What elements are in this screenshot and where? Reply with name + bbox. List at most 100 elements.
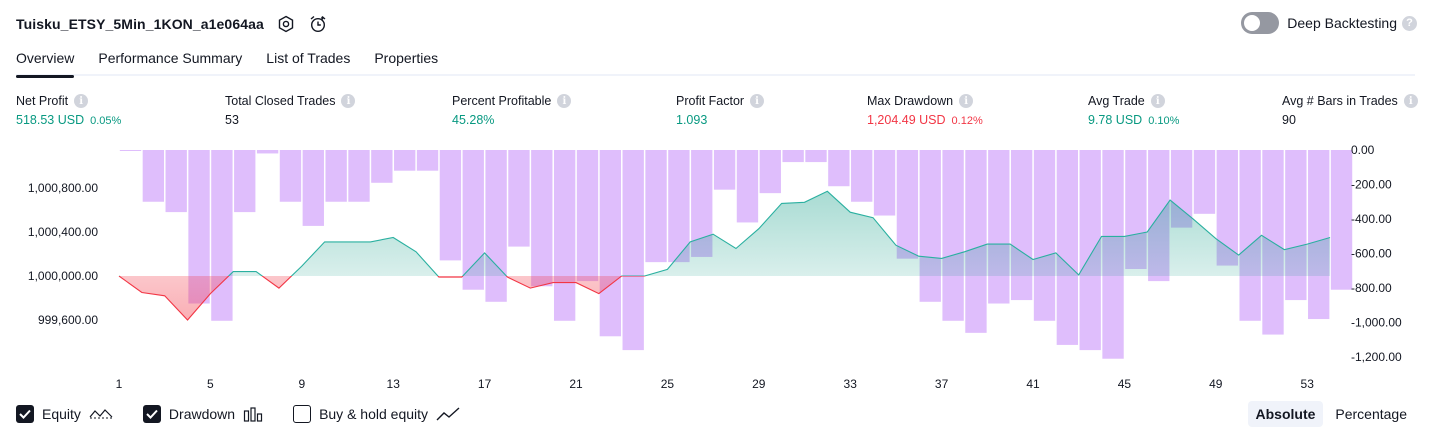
tab-performance-summary[interactable]: Performance Summary (98, 50, 243, 66)
drawdown-bar (828, 150, 850, 187)
mode-percentage-button[interactable]: Percentage (1335, 406, 1407, 422)
chart-legend: Equity Drawdown Buy & hold equity (16, 402, 490, 426)
drawdown-bar (394, 150, 416, 171)
drawdown-bar (234, 150, 256, 213)
drawdown-bar (919, 150, 941, 302)
metric-value: 1,204.49 USD (867, 113, 946, 127)
info-icon[interactable]: i (959, 94, 974, 108)
x-tick-label: 1 (116, 377, 123, 391)
tab-properties[interactable]: Properties (374, 50, 439, 66)
tab-list-of-trades[interactable]: List of Trades (266, 50, 351, 66)
drawdown-bar (645, 150, 667, 263)
info-icon[interactable]: i (1150, 94, 1165, 108)
x-tick-label: 45 (1118, 377, 1132, 391)
drawdown-tick-label: -1,000.00 (1351, 316, 1402, 330)
legend-equity-label: Equity (42, 406, 81, 422)
x-tick-label: 53 (1301, 377, 1315, 391)
metric-avg-bars: Avg # Bars in Trades i 90 (1282, 94, 1418, 127)
legend-buy-hold[interactable]: Buy & hold equity (293, 405, 460, 423)
metric-percent: 0.05% (90, 115, 122, 127)
equity-area (119, 191, 1331, 320)
metric-value: 1.093 (676, 113, 708, 127)
tab-overview[interactable]: Overview (16, 46, 75, 78)
metric-value: 53 (225, 113, 239, 127)
x-tick-label: 37 (935, 377, 949, 391)
buy-hold-checkbox[interactable] (293, 405, 312, 423)
drawdown-bar (142, 150, 165, 202)
equity-drawdown-chart[interactable]: 999,600.00 1,000,000.00 1,000,400.00 1,000,… (0, 140, 1431, 400)
info-icon[interactable]: i (1403, 94, 1418, 108)
drawdown-tick-label: -600.00 (1351, 247, 1392, 261)
metric-label: Avg Trade (1088, 94, 1145, 108)
drawdown-bar (988, 150, 1010, 304)
x-tick-label: 33 (844, 377, 858, 391)
equity-tick-label: 1,000,000.00 (28, 269, 98, 283)
drawdown-bar (1308, 150, 1330, 320)
drawdown-bar (165, 150, 187, 213)
mode-absolute-button[interactable]: Absolute (1247, 401, 1324, 427)
report-tabs: Overview Performance Summary List of Tra… (16, 46, 1415, 78)
metric-label: Net Profit (16, 94, 69, 108)
drawdown-bar (1216, 150, 1238, 266)
equity-tick-label: 1,000,800.00 (28, 181, 98, 195)
legend-buy-hold-label: Buy & hold equity (319, 406, 429, 422)
drawdown-bar (599, 150, 622, 337)
metric-total-closed-trades: Total Closed Trades i 53 (225, 94, 356, 127)
x-tick-label: 25 (661, 377, 675, 391)
display-mode-switch: Absolute Percentage (1244, 401, 1416, 427)
equity-checkbox[interactable] (16, 405, 34, 423)
x-axis: 1 5 9 13 17 21 25 29 33 37 41 45 49 53 (116, 377, 1315, 391)
settings-gear-icon[interactable] (276, 14, 296, 34)
legend-drawdown[interactable]: Drawdown (142, 405, 263, 423)
drawdown-bar (531, 150, 553, 287)
drawdown-bar (508, 150, 530, 247)
drawdown-tick-label: -1,200.00 (1351, 350, 1402, 364)
x-tick-label: 17 (478, 377, 492, 391)
drawdown-bar (485, 150, 507, 302)
drawdown-bar (1330, 150, 1353, 290)
drawdown-bar (873, 150, 896, 216)
info-icon[interactable]: i (750, 94, 765, 108)
deep-backtesting-toggle[interactable] (1241, 12, 1280, 34)
info-icon[interactable]: i (74, 94, 89, 108)
equity-tick-label: 1,000,400.00 (28, 225, 98, 239)
drawdown-bars (119, 150, 1353, 359)
drawdown-axis: 0.00 -200.00 -400.00 -600.00 -800.00 -1,000.0… (1351, 143, 1402, 364)
drawdown-bar (439, 150, 462, 261)
strategy-header: Tuisku_ETSY_5Min_1KON_a1e064aa (16, 10, 328, 38)
equity-profit-area (119, 191, 1331, 276)
alarm-clock-icon[interactable] (308, 14, 328, 34)
drawdown-bar (668, 150, 690, 263)
drawdown-bar (371, 150, 393, 183)
info-icon[interactable]: i (341, 94, 356, 108)
drawdown-bar (896, 150, 919, 259)
help-icon[interactable]: ? (1402, 15, 1417, 31)
metric-label: Avg # Bars in Trades (1282, 94, 1398, 108)
metric-profit-factor: Profit Factor i 1.093 (676, 94, 765, 127)
x-tick-label: 5 (207, 377, 214, 391)
drawdown-checkbox[interactable] (142, 405, 161, 423)
metric-label: Total Closed Trades (225, 94, 336, 108)
x-tick-label: 29 (752, 377, 766, 391)
legend-equity[interactable]: Equity (16, 405, 113, 423)
x-tick-label: 49 (1209, 377, 1223, 391)
metric-value: 45.28% (452, 113, 495, 127)
metric-avg-trade: Avg Trade i 9.78 USD 0.10% (1088, 94, 1179, 127)
metric-label: Profit Factor (676, 94, 745, 108)
bar-chart-icon (243, 406, 263, 422)
legend-drawdown-label: Drawdown (168, 406, 236, 422)
metric-value: 518.53 USD (16, 113, 85, 127)
metric-value: 90 (1282, 113, 1296, 127)
drawdown-bar (805, 150, 827, 163)
info-icon[interactable]: i (557, 94, 572, 108)
drawdown-bar (302, 150, 324, 226)
drawdown-bar (942, 150, 964, 321)
drawdown-bar (279, 150, 302, 202)
drawdown-bar (1033, 150, 1056, 321)
equity-tick-label: 999,600.00 (38, 313, 98, 327)
drawdown-bar (576, 150, 599, 282)
drawdown-bar (759, 150, 781, 194)
drawdown-bar (851, 150, 873, 202)
x-tick-label: 41 (1026, 377, 1040, 391)
drawdown-bar (622, 150, 644, 351)
